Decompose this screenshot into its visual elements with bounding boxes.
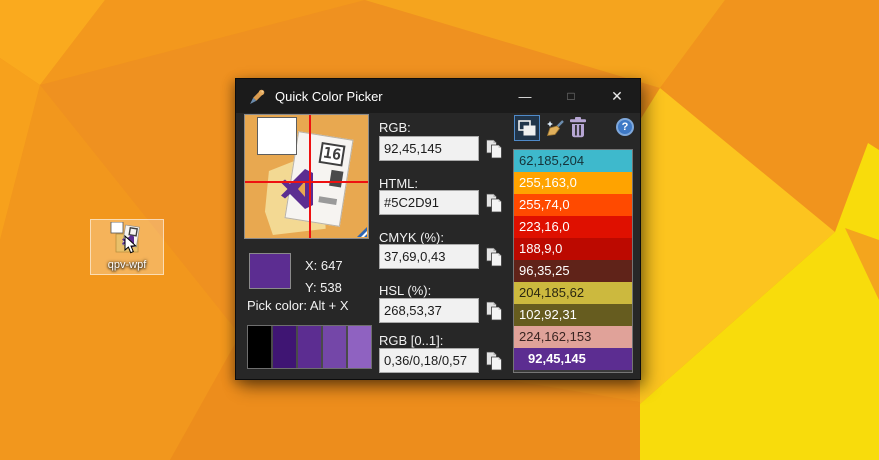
maximize-button[interactable]: □ bbox=[567, 89, 575, 103]
copy-icon bbox=[486, 301, 502, 320]
cursor-coordinates: X: 647 Y: 538 bbox=[305, 255, 343, 299]
history-item-1[interactable]: 255,163,0 bbox=[514, 172, 632, 194]
palette-shade-0[interactable] bbox=[248, 326, 271, 368]
copy-hsl-button[interactable] bbox=[483, 298, 505, 323]
minimize-button[interactable]: — bbox=[518, 88, 532, 104]
palette-shade-3[interactable] bbox=[323, 326, 346, 368]
current-color-swatch bbox=[249, 253, 291, 289]
rgb-label: RGB: bbox=[379, 120, 411, 135]
html-input[interactable] bbox=[379, 190, 479, 215]
copy-icon bbox=[486, 351, 502, 370]
palette-shade-4[interactable] bbox=[348, 326, 371, 368]
crosshair-horizontal bbox=[245, 181, 368, 183]
history-item-8[interactable]: 224,162,153 bbox=[514, 326, 632, 348]
color-history-list[interactable]: 62,185,204 255,163,0 255,74,0 223,16,0 188,9… bbox=[513, 149, 633, 373]
clear-list-button[interactable] bbox=[543, 116, 567, 140]
coord-x: X: 647 bbox=[305, 258, 343, 273]
copy-icon bbox=[486, 139, 502, 158]
quick-color-picker-window: Quick Color Picker — □ ✕ 16 bbox=[235, 78, 641, 380]
copy-list-button[interactable] bbox=[514, 115, 540, 141]
cmyk-input[interactable] bbox=[379, 244, 479, 269]
pick-hotkey-hint: Pick color: Alt + X bbox=[247, 298, 349, 313]
hsl-label: HSL (%): bbox=[379, 283, 432, 298]
history-item-9[interactable]: 92,45,145 bbox=[514, 348, 632, 370]
html-label: HTML: bbox=[379, 176, 418, 191]
hsl-input[interactable] bbox=[379, 298, 479, 323]
copy-list-icon bbox=[518, 120, 536, 136]
copy-icon bbox=[486, 247, 502, 266]
crosshair-vertical bbox=[309, 115, 311, 238]
copy-rgb-button[interactable] bbox=[483, 136, 505, 161]
preview-white-square bbox=[257, 117, 297, 155]
palette-shade-2[interactable] bbox=[298, 326, 321, 368]
desktop-icon-label: qpv-wpf bbox=[107, 259, 147, 271]
trash-icon bbox=[570, 117, 586, 138]
rgb01-input[interactable] bbox=[379, 348, 479, 373]
copy-icon bbox=[486, 193, 502, 212]
history-item-4[interactable]: 188,9,0 bbox=[514, 238, 632, 260]
history-item-5[interactable]: 96,35,25 bbox=[514, 260, 632, 282]
history-item-0[interactable]: 62,185,204 bbox=[514, 150, 632, 172]
history-item-3[interactable]: 223,16,0 bbox=[514, 216, 632, 238]
clear-broom-icon bbox=[546, 119, 564, 136]
copy-html-button[interactable] bbox=[483, 190, 505, 215]
vs-logo-icon bbox=[281, 169, 313, 209]
eyedropper-icon bbox=[250, 89, 265, 104]
copy-rgb01-button[interactable] bbox=[483, 348, 505, 373]
window-title: Quick Color Picker bbox=[275, 88, 383, 104]
qpv-wpf-icon bbox=[107, 221, 147, 258]
close-button[interactable]: ✕ bbox=[611, 87, 623, 104]
titlebar[interactable]: Quick Color Picker — □ ✕ bbox=[236, 79, 640, 113]
rgb-input[interactable] bbox=[379, 136, 479, 161]
help-button[interactable]: ? bbox=[616, 118, 634, 136]
history-item-6[interactable]: 204,185,62 bbox=[514, 282, 632, 304]
delete-color-button[interactable] bbox=[567, 115, 589, 140]
magnifier-preview: 16 bbox=[244, 114, 369, 239]
desktop-icon-qpv-wpf[interactable]: qpv-wpf bbox=[90, 219, 164, 275]
history-item-2[interactable]: 255,74,0 bbox=[514, 194, 632, 216]
preview-doc-text: 16 bbox=[318, 141, 346, 167]
palette-shade-1[interactable] bbox=[273, 326, 296, 368]
shade-palette bbox=[247, 325, 372, 369]
coord-y: Y: 538 bbox=[305, 280, 342, 295]
preview-corner-icon bbox=[357, 227, 367, 237]
copy-cmyk-button[interactable] bbox=[483, 244, 505, 269]
cmyk-label: CMYK (%): bbox=[379, 230, 444, 245]
history-item-7[interactable]: 102,92,31 bbox=[514, 304, 632, 326]
rgb01-label: RGB [0..1]: bbox=[379, 333, 444, 348]
